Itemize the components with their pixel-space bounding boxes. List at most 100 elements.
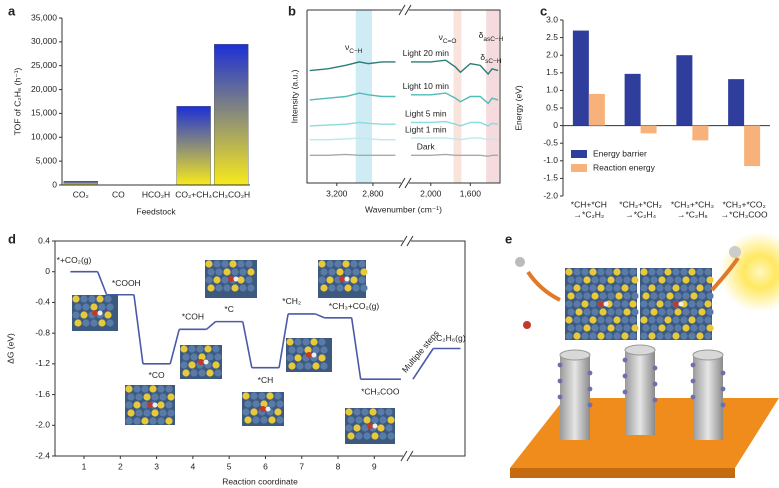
atom	[212, 361, 220, 369]
atom	[688, 332, 696, 340]
atom	[629, 284, 637, 292]
atom	[347, 432, 355, 440]
spectrum-line	[309, 61, 396, 72]
atom	[704, 316, 712, 324]
atom	[159, 393, 167, 401]
atom	[589, 332, 597, 340]
atom	[268, 416, 276, 424]
atom	[656, 268, 664, 276]
atom	[599, 276, 607, 284]
atom	[583, 292, 591, 300]
adsorbate	[147, 402, 153, 408]
ligand	[587, 402, 593, 408]
atom	[706, 308, 714, 316]
atom	[615, 324, 623, 332]
atom	[621, 284, 629, 292]
atom	[252, 416, 260, 424]
atom	[682, 292, 690, 300]
state-label: *CO	[149, 370, 165, 380]
atom	[310, 338, 318, 346]
x-tick-label: 2,000	[420, 188, 442, 198]
atom	[88, 295, 96, 303]
atom	[690, 308, 698, 316]
spectrum-line	[309, 121, 396, 127]
atom	[336, 284, 344, 292]
atom	[387, 432, 395, 440]
nanotube-top	[624, 344, 656, 356]
atom	[363, 432, 371, 440]
atom	[698, 276, 706, 284]
atom	[342, 260, 350, 268]
ligand	[690, 394, 696, 400]
atom	[672, 332, 680, 340]
atom	[215, 284, 223, 292]
atom	[363, 416, 371, 424]
atom	[213, 276, 221, 284]
atom	[143, 393, 151, 401]
connector	[412, 348, 434, 380]
atom	[629, 332, 637, 340]
atom	[623, 324, 631, 332]
atom	[355, 432, 363, 440]
atom	[607, 276, 615, 284]
atom	[599, 308, 607, 316]
atom	[648, 300, 656, 308]
atom	[106, 303, 114, 311]
atom	[642, 292, 650, 300]
atom	[706, 324, 714, 332]
atom	[589, 284, 597, 292]
connector	[242, 321, 253, 368]
atom	[239, 284, 247, 292]
atom	[350, 260, 358, 268]
atom	[621, 268, 629, 276]
x-axis-label: Wavenumber (cm⁻¹)	[365, 204, 442, 214]
atom	[180, 345, 188, 353]
atom	[706, 276, 714, 284]
y-tick-label: -0.4	[35, 297, 50, 307]
y-tick-label: 0	[52, 179, 57, 189]
atom	[98, 303, 106, 311]
y-tick-label: 2.0	[546, 49, 558, 59]
spectrum-line	[309, 92, 396, 101]
atom	[206, 353, 214, 361]
atom	[690, 276, 698, 284]
band-subscript: C−H	[349, 48, 362, 55]
atom	[605, 268, 613, 276]
connector	[96, 271, 108, 296]
atom	[640, 284, 648, 292]
atom	[597, 316, 605, 324]
atom	[658, 308, 666, 316]
series-label: Light 1 min	[405, 124, 447, 134]
atom	[188, 361, 196, 369]
atom	[581, 284, 589, 292]
atom	[266, 392, 274, 400]
atom	[274, 392, 282, 400]
adsorbate	[203, 359, 209, 365]
atom	[125, 385, 133, 393]
atom	[276, 416, 284, 424]
x-tick-label: HCO₂H	[142, 189, 170, 199]
atom	[205, 276, 213, 284]
molecule	[515, 257, 525, 267]
atom	[294, 354, 302, 362]
atom	[334, 260, 342, 268]
atom	[581, 332, 589, 340]
axis-break	[400, 235, 408, 247]
atom	[680, 316, 688, 324]
atom	[190, 369, 198, 377]
atom	[182, 353, 190, 361]
panel-label: b	[288, 3, 296, 18]
bar	[692, 125, 709, 141]
atom	[680, 284, 688, 292]
atom	[621, 300, 629, 308]
atom	[244, 416, 252, 424]
x-tick-label: 2	[118, 461, 123, 471]
bar	[63, 180, 98, 186]
atom	[581, 316, 589, 324]
atom	[204, 345, 212, 353]
atom	[250, 392, 258, 400]
adsorbate	[372, 423, 378, 429]
atom	[575, 308, 583, 316]
atom	[165, 401, 173, 409]
